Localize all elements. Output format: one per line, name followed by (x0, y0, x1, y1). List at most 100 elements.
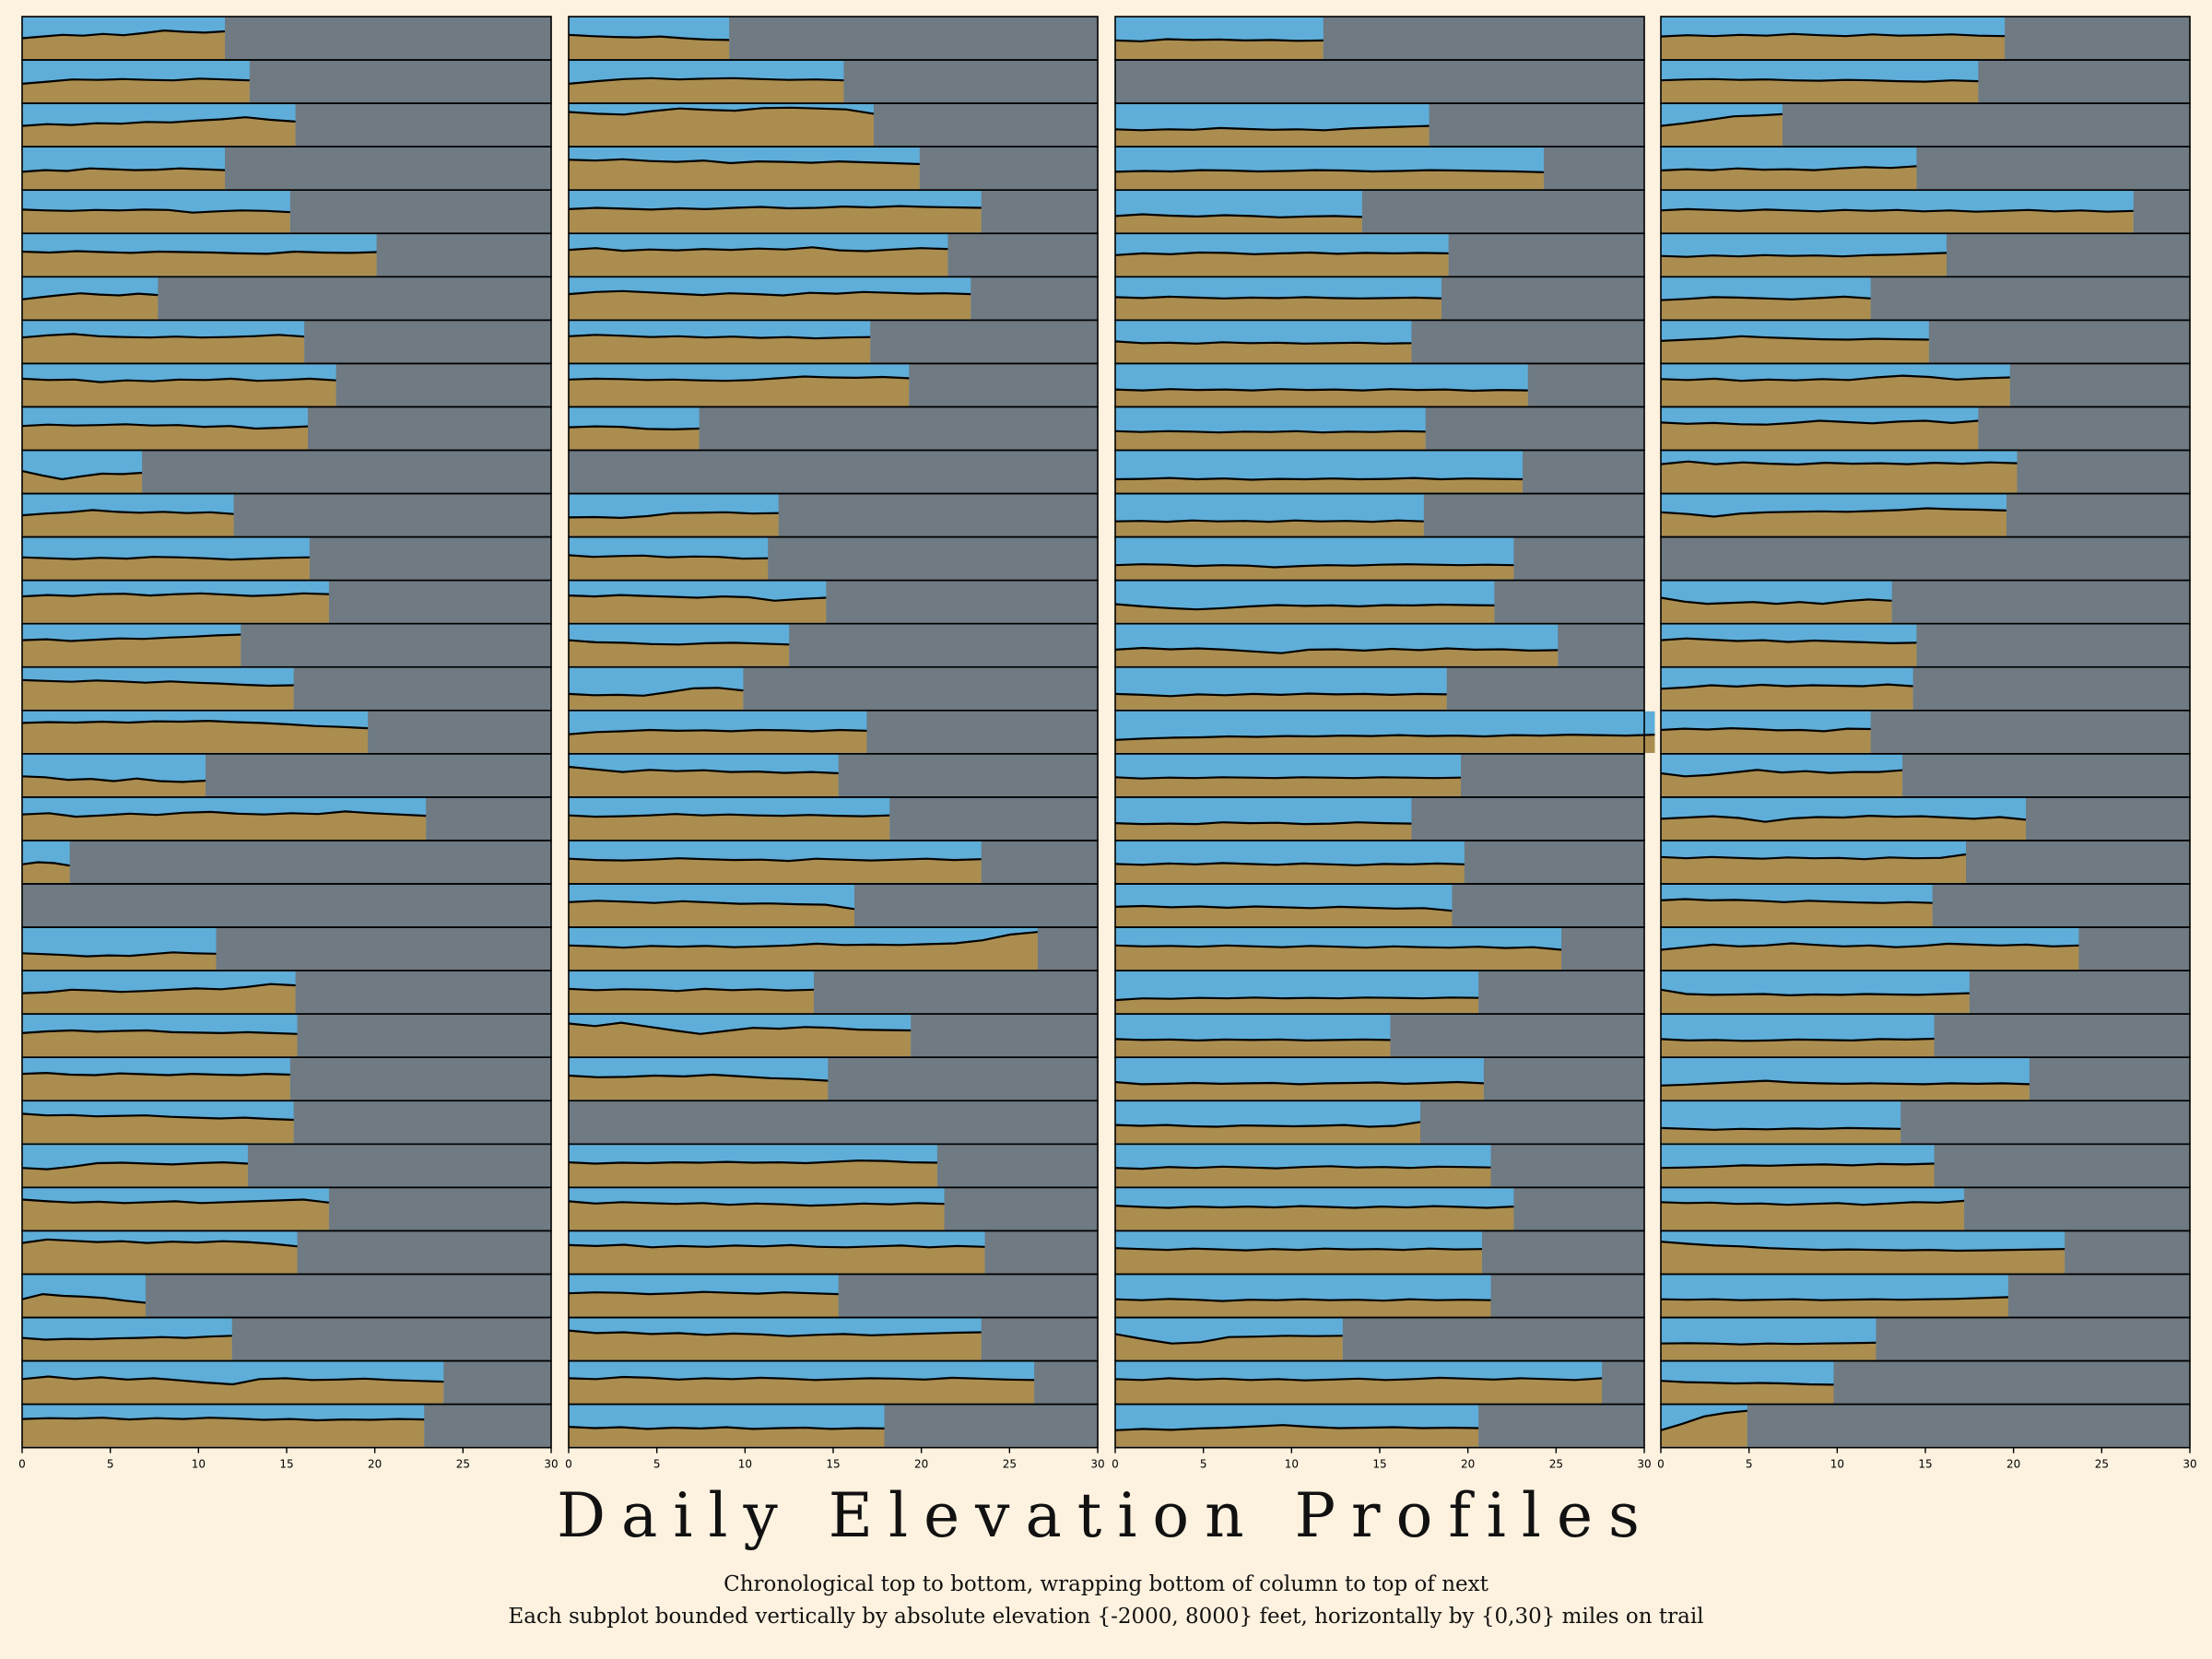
day-77-ground (1115, 477, 1523, 493)
day-124-profile (1660, 1056, 2191, 1102)
day-105-ground (1661, 253, 1947, 276)
day-124-elevation-line (1660, 1079, 2030, 1087)
day-104-profile (1660, 189, 2191, 235)
column-2-x-axis: 0 5 10 15 20 25 30 (565, 1447, 1105, 1471)
day-79-elevation-line (1114, 563, 1514, 569)
day-132-elevation-line (1660, 1409, 1747, 1431)
day-75-elevation-line (1114, 388, 1528, 393)
day-18-profile (21, 753, 552, 798)
day-109-profile (1660, 406, 2191, 452)
day-19-elevation-line (21, 810, 427, 818)
day-50-elevation-line (568, 728, 867, 735)
day-39-elevation-line (568, 246, 948, 253)
day-102-profile (1660, 102, 2191, 147)
day-67-elevation-line (1114, 38, 1324, 42)
day-7-ground (22, 293, 159, 320)
day-31-ground (22, 1335, 232, 1360)
day-71-elevation-line (1114, 213, 1362, 218)
day-117-ground (1661, 770, 1903, 796)
day-113-elevation-line (1660, 596, 1892, 606)
day-111-ground (1661, 508, 2007, 536)
day-31-profile (21, 1316, 552, 1362)
day-126-ground (1661, 1163, 1935, 1187)
x-tick-label: 0 (565, 1458, 572, 1471)
day-45-elevation-line (568, 511, 779, 520)
day-23-elevation-line (21, 982, 296, 994)
x-tick-label: 5 (1200, 1458, 1207, 1471)
day-111-profile (1660, 492, 2191, 538)
day-129-elevation-line (1660, 1296, 2008, 1301)
day-130-profile (1660, 1316, 2191, 1362)
day-90-elevation-line (1114, 1038, 1391, 1042)
day-110-elevation-line (1660, 460, 2018, 466)
day-14-elevation-line (21, 592, 329, 598)
day-37-profile (568, 146, 1099, 191)
day-82-elevation-line (1114, 692, 1447, 698)
day-34-profile (568, 16, 1099, 61)
day-80-elevation-line (1114, 603, 1495, 611)
day-29-elevation-line (21, 1238, 298, 1248)
day-64-profile (568, 1316, 1099, 1362)
day-99-elevation-line (1114, 1424, 1479, 1431)
day-131-elevation-line (1660, 1380, 1834, 1386)
day-35-ground (569, 77, 844, 103)
day-90-ground (1115, 1039, 1391, 1057)
day-122-elevation-line (1660, 988, 1970, 997)
day-49-ground (569, 688, 744, 710)
day-57-elevation-line (568, 1021, 912, 1035)
x-tick-label: 30 (1090, 1458, 1104, 1471)
day-30-elevation-line (21, 1292, 147, 1304)
day-97-elevation-line (1114, 1333, 1343, 1345)
day-58-profile (568, 1056, 1099, 1102)
day-91-ground (1115, 1082, 1484, 1100)
day-120-elevation-line (1660, 898, 1933, 904)
day-15-ground (22, 634, 241, 666)
day-2-profile (21, 59, 552, 104)
day-6-elevation-line (21, 250, 377, 255)
day-69-elevation-line (1114, 124, 1430, 132)
day-71-profile (1114, 189, 1645, 235)
day-24-elevation-line (21, 1029, 298, 1035)
day-75-ground (1115, 389, 1528, 406)
day-19-ground (22, 811, 427, 840)
day-63-elevation-line (568, 1290, 839, 1296)
day-98-elevation-line (1114, 1376, 1603, 1382)
day-62-profile (568, 1230, 1099, 1276)
day-114-profile (1660, 622, 2191, 668)
day-108-profile (1660, 362, 2191, 408)
x-tick-label: 25 (2095, 1458, 2109, 1471)
day-85-elevation-line (1114, 821, 1412, 826)
day-33-elevation-line (21, 1417, 425, 1422)
day-96-elevation-line (1114, 1298, 1491, 1302)
day-100-ground (1661, 33, 2006, 60)
x-tick-label: 0 (18, 1458, 26, 1471)
x-tick-label: 15 (1918, 1458, 1932, 1471)
day-128-elevation-line (1660, 1241, 2065, 1253)
day-12-profile (21, 492, 552, 538)
day-99-profile (1114, 1403, 1645, 1449)
x-tick-label: 10 (192, 1458, 206, 1471)
day-61-ground (569, 1201, 945, 1230)
day-16-elevation-line (21, 678, 294, 688)
x-tick-label: 30 (1637, 1458, 1651, 1471)
day-79-ground (1115, 564, 1514, 580)
day-122-ground (1661, 989, 1970, 1014)
x-tick-label: 0 (1112, 1458, 1119, 1471)
day-33-profile (21, 1403, 552, 1449)
day-72-elevation-line (1114, 251, 1449, 256)
day-130-ground (1661, 1342, 1877, 1360)
day-127-profile (1660, 1186, 2191, 1232)
day-43-elevation-line (568, 425, 700, 431)
day-58-elevation-line (568, 1073, 829, 1082)
day-87-ground (1115, 906, 1453, 927)
day-35-elevation-line (568, 76, 844, 85)
day-36-elevation-line (568, 106, 875, 116)
day-74-profile (1114, 319, 1645, 365)
day-4-ground (22, 168, 226, 190)
day-123-elevation-line (1660, 1037, 1935, 1042)
day-70-elevation-line (1114, 169, 1544, 173)
day-73-elevation-line (1114, 295, 1442, 300)
day-76-ground (1115, 430, 1426, 450)
day-88-ground (1115, 945, 1562, 971)
x-tick-label: 20 (368, 1458, 382, 1471)
